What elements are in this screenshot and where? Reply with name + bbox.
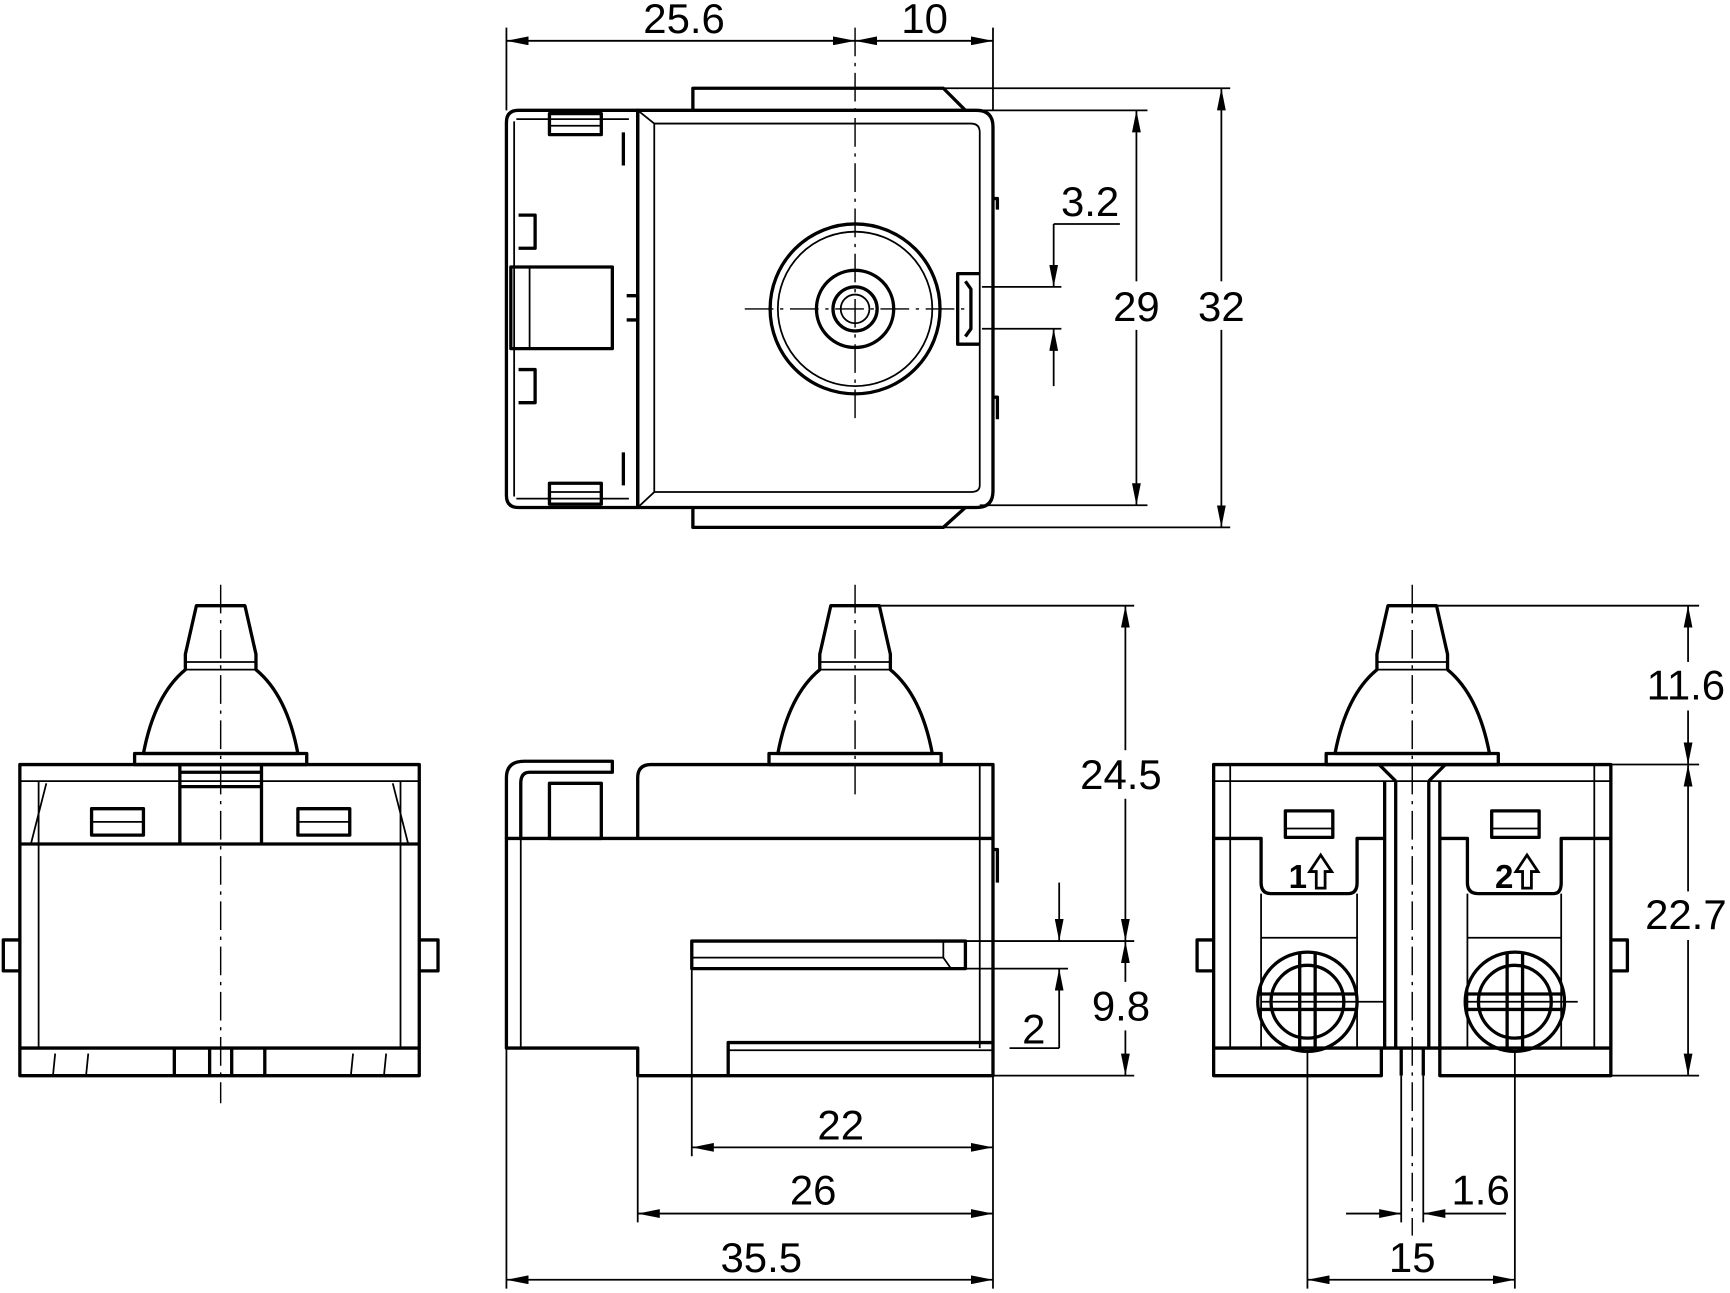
side-view-dimensions: 24.5 9.8 2 22 26 35.5 (505, 604, 1168, 1289)
top-view (504, 27, 1062, 530)
terminal-view: 1 2 (1195, 584, 1630, 1236)
dim-22: 22 (817, 1102, 864, 1149)
dim-35-5: 35.5 (721, 1234, 803, 1281)
dim-32: 32 (1198, 283, 1245, 330)
dim-10: 10 (901, 0, 948, 42)
dim-26: 26 (790, 1167, 837, 1214)
top-view-dimensions: 25.6 10 29 32 3.2 (505, 0, 1246, 529)
up-arrow-icon (1513, 852, 1541, 890)
dim-24-5: 24.5 (1080, 751, 1162, 798)
dim-9-8: 9.8 (1092, 983, 1150, 1030)
terminal-view-dimensions: 11.6 22.7 1.6 15 (1306, 604, 1730, 1289)
dim-25-6: 25.6 (643, 0, 725, 42)
front-view (1, 584, 440, 1104)
dim-22-7: 22.7 (1645, 891, 1727, 938)
dim-29: 29 (1113, 283, 1160, 330)
dim-1-6: 1.6 (1452, 1167, 1510, 1214)
up-arrow-icon (1307, 852, 1335, 890)
dim-15: 15 (1389, 1234, 1436, 1281)
terminal-2-label: 2 (1495, 859, 1513, 896)
side-view (504, 584, 1000, 1078)
dim-11-6: 11.6 (1647, 661, 1725, 708)
dim-3-2: 3.2 (1061, 178, 1119, 225)
terminal-1-label: 1 (1289, 859, 1307, 896)
dim-2: 2 (1022, 1006, 1045, 1053)
